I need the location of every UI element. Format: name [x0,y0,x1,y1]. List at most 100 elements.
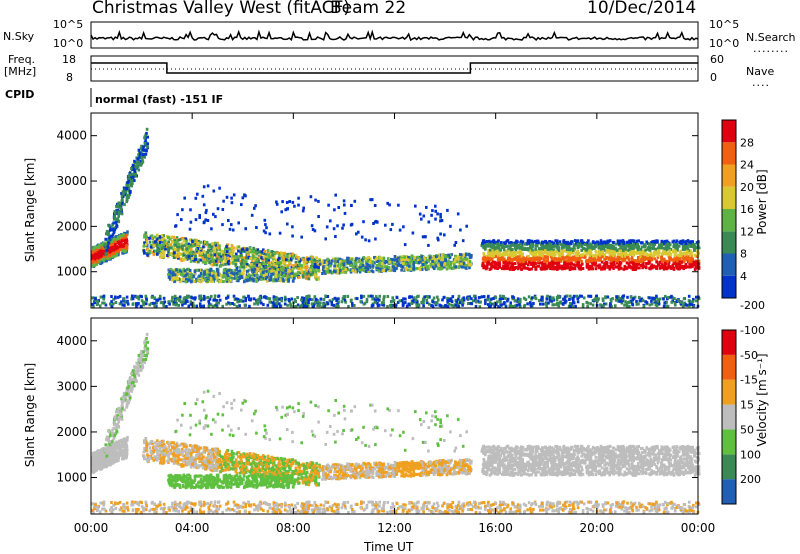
power-cell [249,257,252,260]
velocity-cell [138,354,141,357]
power-cell [292,256,295,259]
velocity-cell [195,445,198,448]
power-cell [188,255,191,258]
power-cell [245,256,248,259]
power-cell [120,245,123,248]
velocity-cell [228,454,231,457]
velocity-cell [129,397,132,400]
velocity-cell [204,467,207,470]
velocity-cell [126,436,129,439]
power-cell [251,249,254,252]
velocity-cell [154,446,157,449]
velocity-cell [156,454,159,457]
velocity-cell [118,407,121,410]
velocity-cell [241,464,244,467]
velocity-cell [185,486,188,489]
velocity-cell [224,469,227,472]
power-cell [224,263,227,266]
power-cell [118,206,121,209]
velocity-cell [145,449,148,452]
velocity-cell [287,481,290,484]
power-cell [272,260,275,263]
velocity-cell [287,465,290,468]
power-cell [245,265,248,268]
velocity-cell [262,473,265,476]
velocity-cell [282,485,285,488]
power-cell [91,265,94,268]
velocity-cell [154,441,157,444]
power-cell [260,278,263,281]
velocity-cell [255,480,258,483]
velocity-cell [200,457,203,460]
velocity-cell [206,447,209,450]
power-cell [167,273,170,276]
power-cell [206,241,209,244]
power-cell [235,275,238,278]
power-cell [121,195,124,198]
velocity-cell [251,474,254,477]
velocity-cell [185,448,188,451]
velocity-cell [221,467,224,470]
velocity-cell [233,461,236,464]
power-cell [151,234,154,237]
power-cell [185,243,188,246]
power-cell [200,272,203,275]
velocity-cell [263,480,266,483]
power-cell [246,270,249,273]
velocity-cell [202,451,205,454]
power-cell [181,245,184,248]
velocity-cell [292,470,295,473]
velocity-cell [184,475,187,478]
power-cell [142,153,145,156]
velocity-cell [218,459,221,462]
power-cell [121,239,124,242]
power-cell [181,248,184,251]
velocity-cell [191,463,194,466]
velocity-cell [200,478,203,481]
velocity-cell [130,372,133,375]
velocity-cell [116,459,119,462]
velocity-cell [115,410,118,413]
power-cell [101,261,104,264]
power-cell [171,241,174,244]
power-cell [159,256,162,259]
velocity-cell [275,484,278,487]
velocity-cell [256,465,259,468]
power-cell [287,275,290,278]
velocity-cell [243,486,246,489]
power-cell [314,259,317,262]
velocity-cell [244,465,247,468]
power-cell [118,201,121,204]
velocity-cell [311,466,314,469]
power-cell [275,265,278,268]
velocity-cell [228,475,231,478]
power-cell [171,279,174,282]
velocity-cell [207,460,210,463]
velocity-cell [231,463,234,466]
velocity-cell [143,455,146,458]
power-cell [92,247,95,250]
velocity-cell [113,437,116,440]
power-cell [317,276,320,279]
power-cell [251,269,254,272]
power-cell [207,255,210,258]
power-cell [231,271,234,274]
velocity-cell [277,464,280,467]
velocity-cell [271,475,274,478]
power-cell [113,252,116,255]
velocity-cell [314,479,317,482]
power-cell [182,273,185,276]
power-cell [113,231,116,234]
velocity-cell [270,456,273,459]
velocity-cell [279,484,282,487]
velocity-cell [169,475,172,478]
power-cell [264,250,267,253]
power-cell [191,240,194,243]
velocity-cell [125,441,128,444]
velocity-cell [252,483,255,486]
power-cell [282,279,285,282]
power-cell [106,249,109,252]
power-cell [132,176,135,179]
velocity-cell [214,455,217,458]
power-cell [154,236,157,239]
